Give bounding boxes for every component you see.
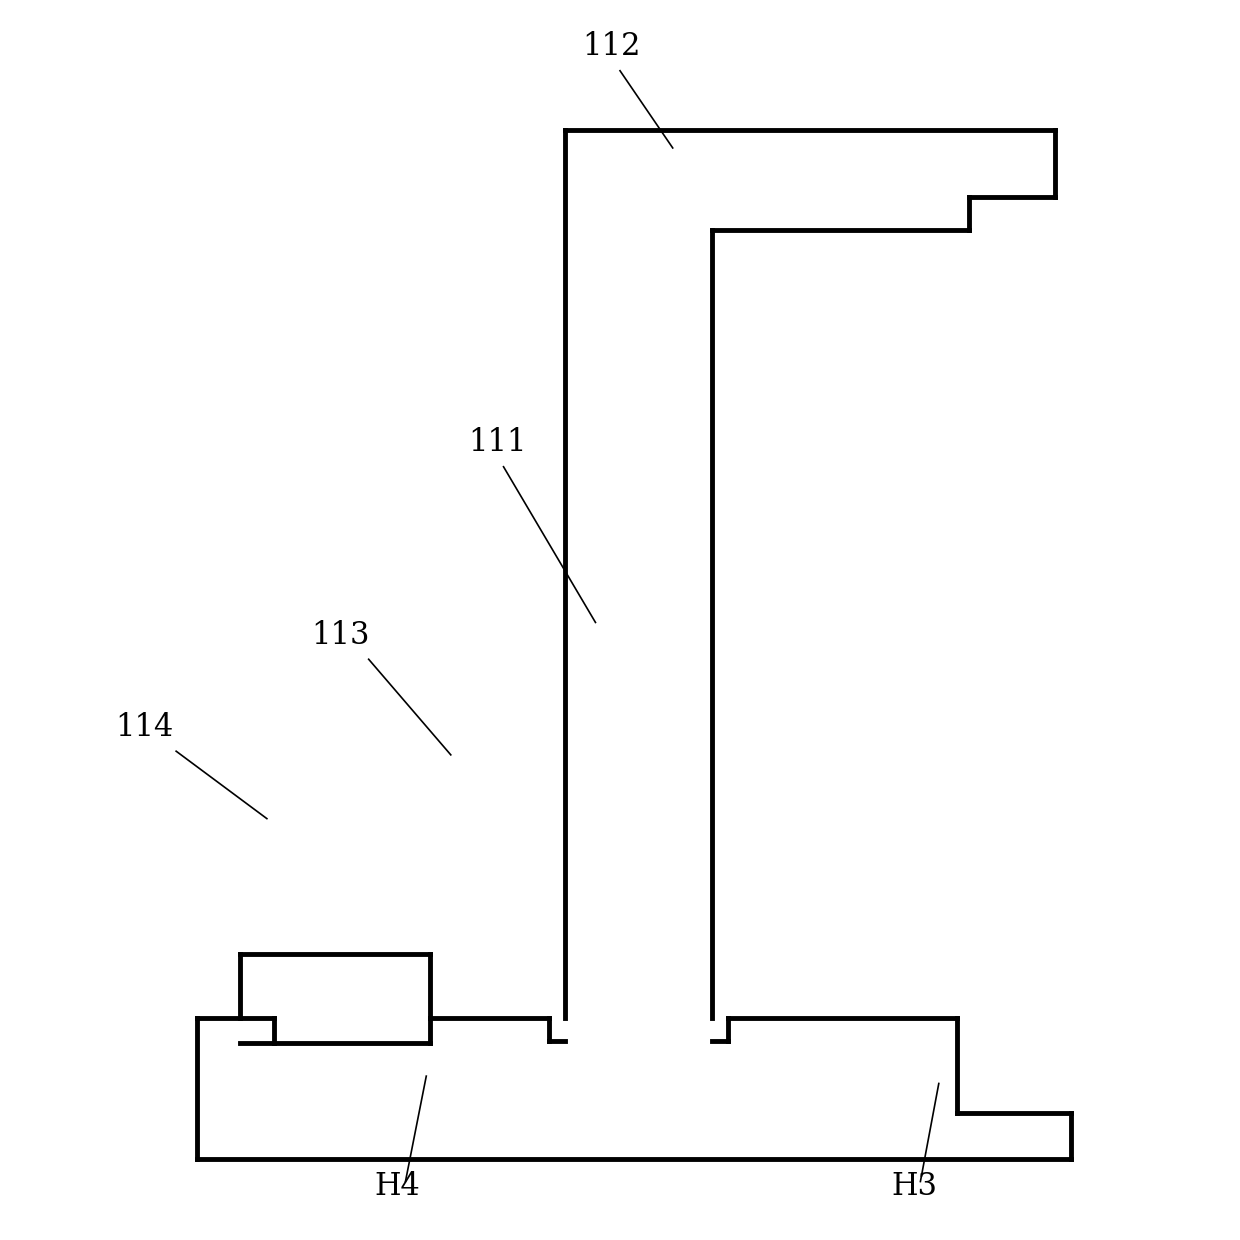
Text: H3: H3 bbox=[892, 1172, 937, 1203]
Text: 112: 112 bbox=[582, 31, 641, 62]
Text: 113: 113 bbox=[311, 620, 370, 651]
Text: 114: 114 bbox=[115, 712, 174, 743]
Text: 111: 111 bbox=[469, 427, 527, 458]
Text: H4: H4 bbox=[374, 1172, 419, 1203]
